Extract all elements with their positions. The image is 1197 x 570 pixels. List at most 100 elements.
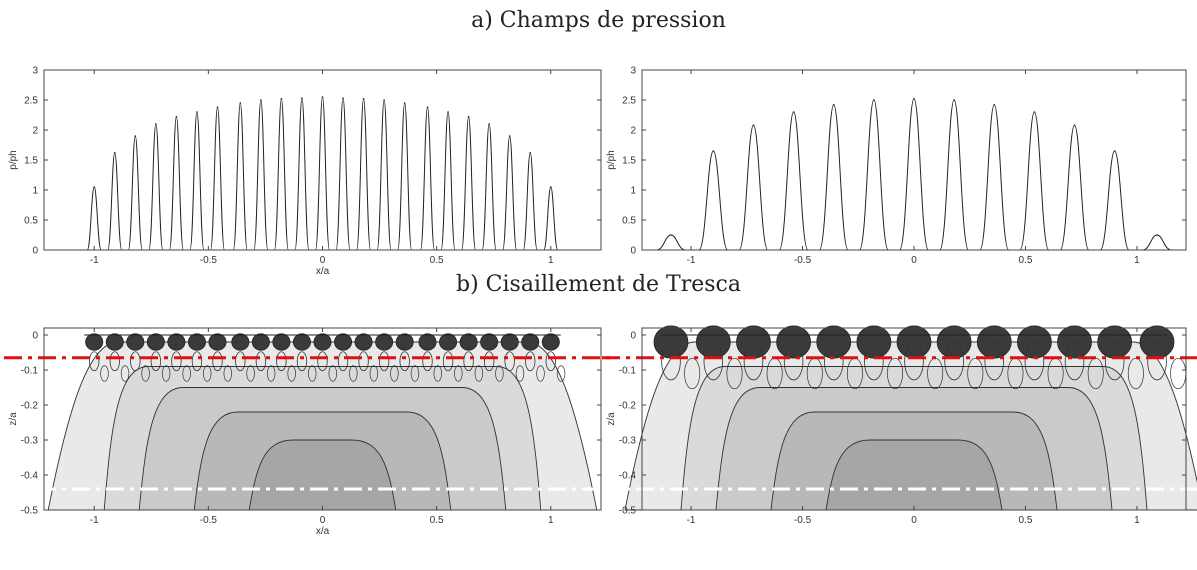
x-tick-label: 1 (1134, 515, 1140, 526)
y-tick-label: 3 (630, 66, 636, 77)
contact-lobe (127, 334, 144, 350)
contact-lobe (977, 326, 1011, 358)
y-tick-label: 1 (32, 186, 38, 197)
y-tick-label: 3 (32, 66, 38, 77)
x-axis-label: x/a (316, 266, 330, 277)
pressure-peak (509, 135, 511, 137)
x-tick-label: -0.5 (200, 515, 218, 526)
contact-lobe (1017, 326, 1051, 358)
pressure-peak (217, 106, 219, 108)
pressure-peak (1034, 111, 1036, 113)
y-tick-label: -0.4 (21, 471, 39, 482)
pressure-peak (281, 98, 283, 100)
plot-area (642, 98, 1186, 250)
x-tick-label: 0.5 (430, 255, 444, 266)
y-tick-label: -0.2 (619, 401, 637, 412)
contact-lobe (522, 334, 539, 350)
pressure-peak (404, 102, 406, 104)
y-tick-label: 1.5 (622, 156, 636, 167)
y-tick-label: 2.5 (622, 96, 636, 107)
y-axis-label: p/ph (606, 150, 617, 169)
contact-lobe (419, 334, 436, 350)
y-axis-label: p/ph (8, 150, 19, 169)
x-tick-label: 0 (911, 515, 917, 526)
y-tick-label: -0.5 (619, 506, 637, 517)
pressure-peak (833, 104, 835, 106)
x-tick-label: 1 (548, 515, 554, 526)
x-tick-label: -0.5 (794, 515, 812, 526)
pressure-peak (260, 99, 262, 101)
contact-lobe (188, 334, 205, 350)
pressure-peak (550, 186, 552, 188)
x-tick-label: 1 (1134, 255, 1140, 266)
contact-lobe (937, 326, 971, 358)
x-tick-label: -0.5 (200, 255, 218, 266)
contact-lobe (542, 334, 559, 350)
y-tick-label: -0.5 (21, 506, 39, 517)
tresca-chart-left: -1 -0.5 0 0.5 10-0.1-0.2-0.3-0.4-0.5x/az/a (0, 300, 600, 570)
contact-lobe (86, 334, 103, 350)
pressure-peak (873, 99, 875, 101)
contact-lobe (501, 334, 518, 350)
contact-lobe (817, 326, 851, 358)
pressure-peak (529, 152, 531, 154)
contact-lobe (481, 334, 498, 350)
pressure-peak (176, 116, 178, 118)
y-tick-label: 2.5 (24, 96, 38, 107)
x-tick-label: 0 (320, 515, 326, 526)
x-tick-label: -1 (687, 515, 696, 526)
x-tick-label: 0.5 (430, 515, 444, 526)
pressure-peak (753, 124, 755, 126)
contact-lobe (209, 334, 226, 350)
pressure-peak (1114, 150, 1116, 152)
x-tick-label: -1 (90, 515, 99, 526)
pressure-peak (447, 111, 449, 113)
x-tick-label: -1 (687, 255, 696, 266)
pressure-peak (793, 111, 795, 113)
y-tick-label: 2 (32, 126, 38, 137)
pressure-peak (913, 98, 915, 100)
contact-lobe (439, 334, 456, 350)
contact-lobe (355, 334, 372, 350)
contact-lobe (168, 334, 185, 350)
pressure-peak (363, 98, 365, 100)
contact-lobe (293, 334, 310, 350)
y-tick-label: 0.5 (622, 216, 636, 227)
pressure-peak (1156, 234, 1158, 236)
pressure-peak (135, 135, 137, 137)
pressure-peak (301, 97, 303, 99)
y-tick-label: -0.3 (619, 436, 637, 447)
pressure-peak (993, 104, 995, 106)
contact-lobe (1098, 326, 1132, 358)
contact-lobe (376, 334, 393, 350)
y-tick-label: 2 (630, 126, 636, 137)
contact-lobe (252, 334, 269, 350)
y-tick-label: -0.1 (619, 366, 637, 377)
contact-lobe (736, 326, 770, 358)
x-tick-label: -1 (90, 255, 99, 266)
plot-area (602, 326, 1197, 510)
y-tick-label: 1 (630, 186, 636, 197)
pressure-peak (488, 123, 490, 125)
y-tick-label: 0 (630, 246, 636, 257)
contact-lobe (106, 334, 123, 350)
x-tick-label: 0.5 (1019, 255, 1033, 266)
pressure-peak (322, 96, 324, 98)
y-tick-label: 0.5 (24, 216, 38, 227)
pressure-peak (155, 123, 157, 125)
contact-lobe (654, 326, 688, 358)
pressure-peak (240, 102, 242, 104)
pressure-peak (427, 106, 429, 108)
contour-band (249, 440, 396, 510)
pressure-peak (468, 116, 470, 118)
contact-lobe (147, 334, 164, 350)
contact-lobe (1058, 326, 1092, 358)
y-tick-label: -0.2 (21, 401, 39, 412)
contact-lobe (314, 334, 331, 350)
x-axis-label: x/a (316, 526, 330, 537)
plot-area (44, 96, 601, 250)
pressure-peak (93, 186, 95, 188)
pressure-peak (670, 234, 672, 236)
y-tick-label: -0.3 (21, 436, 39, 447)
contour-band (826, 440, 1002, 510)
